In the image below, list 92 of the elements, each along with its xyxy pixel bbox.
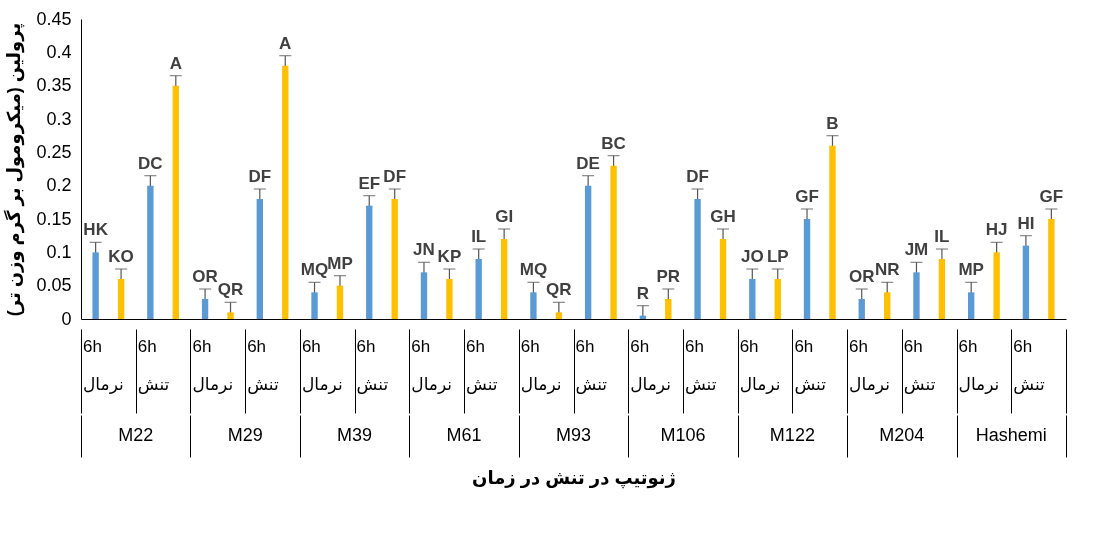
bar bbox=[913, 272, 920, 319]
bar bbox=[584, 185, 592, 319]
bar bbox=[311, 292, 318, 319]
x-axis-title: ژنوتیپ در تنش در زمان bbox=[472, 468, 676, 489]
bar bbox=[829, 145, 836, 319]
data-label: DF bbox=[248, 167, 272, 186]
data-label: OR bbox=[849, 267, 875, 286]
data-label: HJ bbox=[985, 220, 1008, 240]
data-label: NR bbox=[874, 260, 900, 280]
text: M204 bbox=[879, 425, 925, 445]
bar bbox=[530, 292, 537, 319]
data-label: B bbox=[826, 113, 839, 133]
bar bbox=[336, 285, 344, 319]
data-label: DF bbox=[686, 167, 709, 186]
bar bbox=[884, 292, 891, 319]
bar bbox=[256, 199, 263, 319]
y-tick-label: 0.3 bbox=[46, 108, 72, 129]
text: M22 bbox=[118, 425, 154, 445]
data-label: MP bbox=[958, 260, 984, 280]
data-label: OR bbox=[192, 267, 218, 286]
text: M39 bbox=[337, 425, 373, 445]
bar bbox=[858, 299, 865, 319]
data-label: EF bbox=[358, 173, 381, 193]
bar bbox=[366, 205, 373, 319]
data-label: LP bbox=[766, 247, 789, 266]
text: M61 bbox=[446, 425, 482, 445]
bar bbox=[719, 239, 727, 319]
data-label: A bbox=[279, 33, 292, 53]
text: Hashemi bbox=[975, 425, 1047, 445]
bar bbox=[555, 312, 563, 319]
data-label: DC bbox=[138, 153, 163, 173]
data-label: PR bbox=[656, 267, 681, 286]
bar bbox=[610, 165, 617, 319]
bar bbox=[227, 312, 234, 319]
data-label: JN bbox=[413, 240, 435, 260]
y-tick-label: 0.05 bbox=[36, 275, 72, 296]
bar bbox=[282, 65, 289, 319]
y-tick-label: 0.2 bbox=[46, 175, 72, 196]
bar bbox=[774, 279, 781, 319]
data-label: QR bbox=[546, 280, 572, 300]
bar bbox=[803, 219, 811, 319]
bar bbox=[92, 252, 99, 319]
data-label: IL bbox=[934, 227, 950, 246]
y-tick-label: 0 bbox=[61, 308, 72, 329]
data-label: GI bbox=[495, 207, 514, 226]
data-label: MQ bbox=[300, 260, 329, 280]
bar bbox=[446, 279, 453, 319]
bar bbox=[1022, 245, 1030, 319]
bar bbox=[201, 299, 209, 319]
y-tick-label: 0.25 bbox=[36, 141, 72, 162]
y-tick-label: 0.4 bbox=[46, 41, 72, 62]
data-label: MP bbox=[327, 253, 353, 273]
data-label: HI bbox=[1017, 213, 1035, 233]
y-tick-label: 0.15 bbox=[36, 208, 72, 229]
data-label: KP bbox=[437, 247, 462, 266]
data-label: JO bbox=[740, 247, 764, 266]
data-label: QR bbox=[217, 280, 244, 300]
bar bbox=[1048, 219, 1055, 319]
data-label: IL bbox=[471, 227, 487, 246]
y-tick-label: 0.1 bbox=[46, 241, 72, 262]
data-label: HK bbox=[83, 220, 109, 240]
data-label: GF bbox=[1039, 187, 1064, 206]
data-label: R bbox=[636, 283, 649, 303]
bar bbox=[938, 259, 946, 319]
bar bbox=[665, 299, 672, 319]
bar bbox=[117, 279, 125, 319]
data-label: DE bbox=[576, 153, 600, 173]
text: M29 bbox=[227, 425, 263, 445]
text: M93 bbox=[555, 425, 592, 445]
bar bbox=[172, 85, 179, 319]
y-tick-label: 0.45 bbox=[36, 8, 72, 29]
bar bbox=[749, 279, 756, 319]
bar bbox=[993, 252, 1000, 319]
data-label: DF bbox=[383, 167, 407, 186]
data-label: KO bbox=[108, 247, 134, 266]
data-label: MQ bbox=[519, 260, 548, 280]
y-tick-label: 0.35 bbox=[36, 75, 72, 96]
data-label: GF bbox=[795, 187, 819, 206]
bar bbox=[500, 239, 508, 319]
text: M106 bbox=[660, 425, 706, 445]
bar bbox=[420, 272, 428, 319]
text: M122 bbox=[769, 425, 815, 445]
data-label: BC bbox=[601, 133, 626, 153]
bar bbox=[475, 259, 482, 319]
data-label: JM bbox=[904, 240, 929, 260]
y-axis-title: پرولین (میکرومول بر گرم وزن تر) bbox=[3, 22, 26, 317]
bar bbox=[391, 199, 398, 319]
data-label: GH bbox=[710, 207, 736, 226]
bar bbox=[147, 185, 154, 319]
bar bbox=[968, 292, 975, 319]
bar bbox=[694, 199, 701, 319]
data-label: A bbox=[169, 53, 182, 73]
